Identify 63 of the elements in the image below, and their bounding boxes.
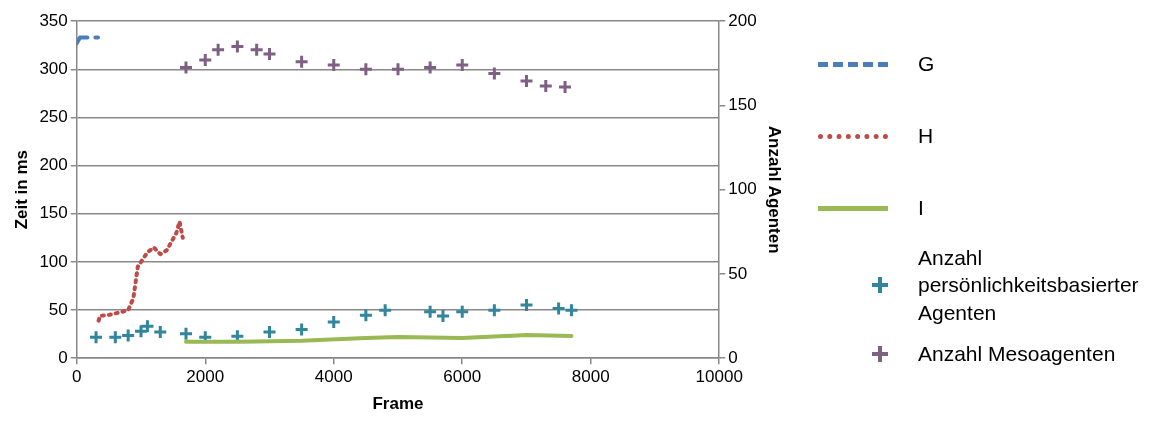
line-series — [96, 219, 185, 323]
y-tick-label: 250 — [39, 107, 68, 127]
x-tick-label: 10000 — [695, 367, 743, 387]
point — [210, 42, 226, 58]
point — [454, 57, 470, 73]
point — [229, 38, 245, 54]
x-axis-title: Frame — [372, 394, 424, 414]
y2-tick-label: 100 — [728, 179, 757, 199]
point — [377, 302, 393, 318]
legend-label: I — [918, 195, 925, 222]
point — [518, 297, 534, 313]
point — [178, 326, 194, 342]
point — [538, 78, 554, 94]
point — [390, 61, 406, 77]
point — [486, 65, 502, 81]
y-tick-label: 100 — [39, 251, 68, 271]
y-tick-label: 300 — [39, 59, 68, 79]
point — [358, 61, 374, 77]
y2-tick-label: 0 — [728, 347, 738, 367]
y-tick-label: 200 — [39, 155, 68, 175]
legend-label: H — [918, 123, 935, 150]
y-tick-label: 0 — [58, 347, 68, 367]
y2-axis-title: Anzahl Agenten — [765, 125, 785, 254]
point — [88, 329, 104, 345]
point — [358, 307, 374, 323]
x-tick-label: 4000 — [314, 367, 353, 387]
legend-label: Anzahl persönlichkeitsbasierter Agenten — [918, 245, 1140, 326]
point — [262, 324, 278, 340]
point — [486, 302, 502, 318]
y2-tick-label: 50 — [728, 263, 748, 283]
point — [326, 314, 342, 330]
point — [139, 318, 155, 334]
point — [563, 302, 579, 318]
point — [422, 60, 438, 76]
point — [454, 304, 470, 320]
point — [518, 73, 534, 89]
point — [557, 79, 573, 95]
point — [551, 300, 567, 316]
y-tick-label: 150 — [39, 203, 68, 223]
point — [178, 60, 194, 76]
x-tick-label: 6000 — [443, 367, 482, 387]
point — [197, 52, 213, 68]
legend-label: G — [918, 51, 936, 78]
point — [326, 57, 342, 73]
y2-tick-label: 150 — [728, 95, 757, 115]
point — [133, 323, 149, 339]
x-tick-label: 0 — [72, 367, 82, 387]
point — [120, 327, 136, 343]
y-tick-label: 50 — [48, 299, 68, 319]
point — [152, 324, 168, 340]
y2-tick-label: 200 — [728, 10, 757, 30]
y-tick-label: 350 — [39, 10, 68, 30]
y-axis-title: Zeit in ms — [11, 150, 31, 230]
point — [294, 322, 310, 338]
point — [262, 46, 278, 62]
point — [294, 54, 310, 70]
point — [435, 308, 451, 324]
x-tick-label: 2000 — [186, 367, 225, 387]
point — [249, 42, 265, 58]
point — [107, 329, 123, 345]
x-tick-label: 8000 — [571, 367, 610, 387]
point — [422, 304, 438, 320]
legend-label: Anzahl Mesoagenten — [918, 340, 1117, 367]
